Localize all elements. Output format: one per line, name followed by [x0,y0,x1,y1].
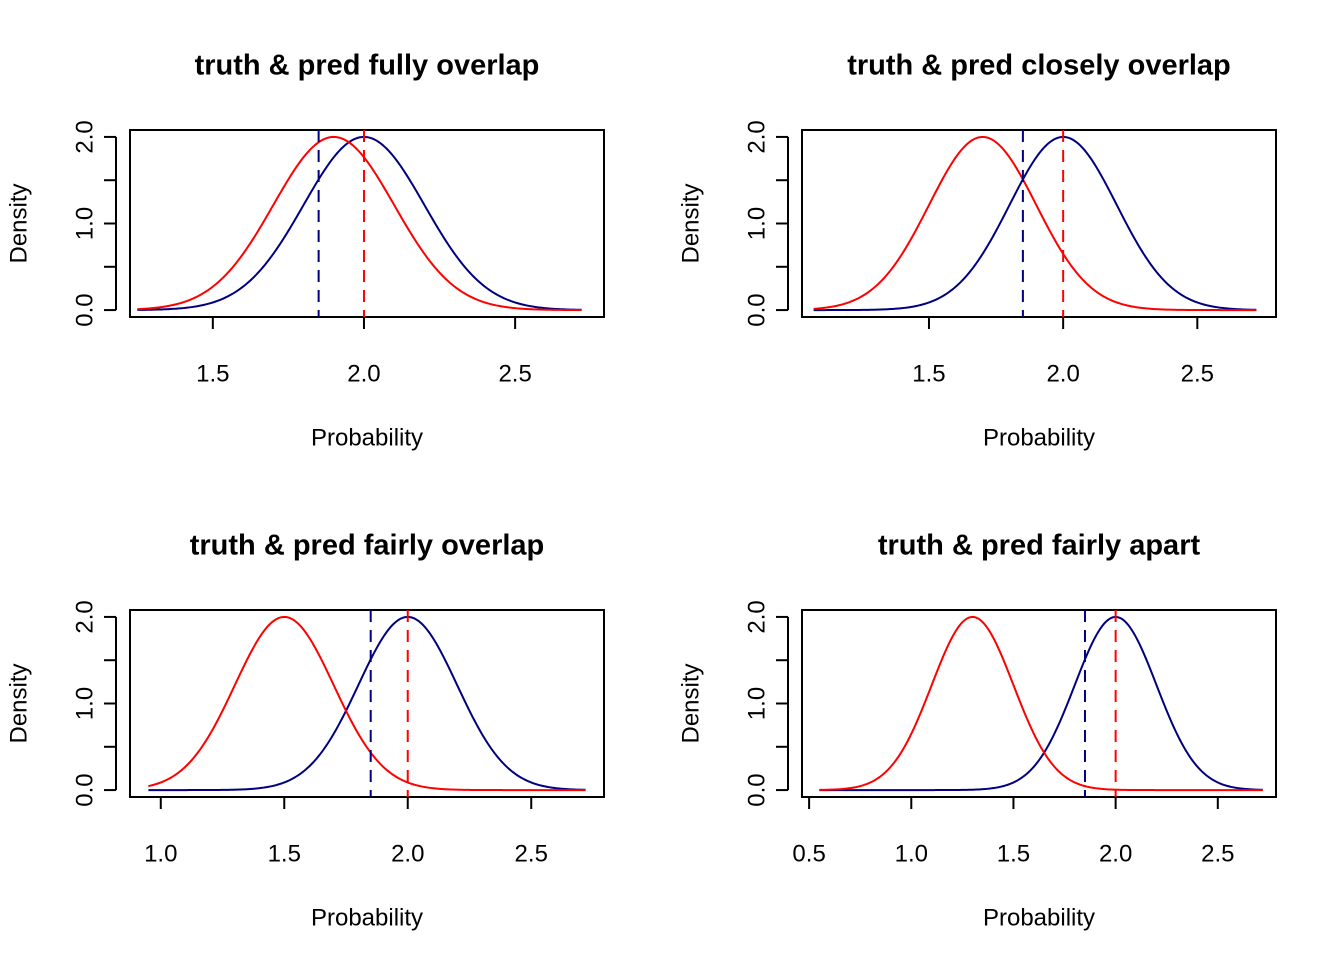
x-tick-label: 2.0 [391,840,424,867]
x-tick-label: 2.0 [1099,840,1132,867]
plot-title: truth & pred fairly overlap [190,530,545,562]
plot-panel-1: truth & pred fully overlap 1.5 2.0 2.5 0.0 1.… [5,50,605,451]
y-tick-label: 0.0 [71,293,98,326]
x-tick-label: 1.0 [144,840,177,867]
x-tick-label: 2.0 [347,360,380,387]
y-tick-label: 2.0 [71,600,98,633]
x-tick-label: 2.5 [515,840,548,867]
y-tick-label: 1.0 [743,687,770,720]
pred-density-curve [148,615,586,792]
y-tick-label: 2.0 [743,600,770,633]
y-tick-label: 1.0 [71,207,98,240]
x-tick-label: 2.5 [1181,360,1214,387]
truth-density-curve [813,135,1257,312]
pred-density-curve [819,615,1263,792]
y-tick-label: 1.0 [71,687,98,720]
y-tick-label: 1.0 [743,207,770,240]
x-tick-label: 2.5 [1201,840,1234,867]
x-tick-label: 0.5 [792,840,825,867]
x-tick-label: 1.5 [912,360,945,387]
pred-density-curve [813,135,1257,312]
y-tick-label: 2.0 [743,120,770,153]
x-axis-label: Probability [311,424,423,451]
x-axis-label: Probability [311,904,423,931]
x-tick-label: 1.5 [268,840,301,867]
plot-title: truth & pred closely overlap [847,50,1231,82]
y-axis-label: Density [677,663,704,743]
y-tick-label: 0.0 [743,773,770,806]
truth-density-curve [819,615,1263,792]
y-tick-label: 0.0 [71,773,98,806]
plot-title: truth & pred fairly apart [878,530,1201,562]
plot-panel-3: truth & pred fairly overlap 1.0 1.5 2.0 2.5 0… [5,530,605,931]
y-tick-label: 2.0 [71,120,98,153]
truth-density-curve [148,615,586,792]
x-tick-label: 1.5 [997,840,1030,867]
x-tick-label: 2.5 [498,360,531,387]
y-axis-label: Density [5,183,32,263]
y-tick-label: 0.0 [743,293,770,326]
plot-title: truth & pred fully overlap [195,50,540,82]
x-axis-label: Probability [983,424,1095,451]
x-axis-label: Probability [983,904,1095,931]
pred-density-curve [137,135,582,312]
x-tick-label: 2.0 [1046,360,1079,387]
truth-density-curve [137,135,582,311]
x-tick-label: 1.5 [196,360,229,387]
plot-panel-2: truth & pred closely overlap 1.5 2.0 2.5 0.0… [677,50,1277,451]
y-axis-label: Density [677,183,704,263]
y-axis-label: Density [5,663,32,743]
plot-panel-4: truth & pred fairly apart 0.5 1.0 1.5 2.0 2.5… [677,530,1277,931]
x-tick-label: 1.0 [895,840,928,867]
